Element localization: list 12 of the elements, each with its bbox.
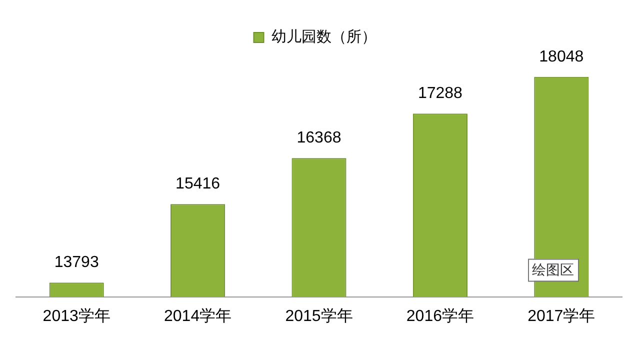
data-label: 13793 (54, 254, 99, 272)
data-label: 18048 (539, 48, 584, 66)
data-label: 17288 (418, 85, 463, 102)
x-tick-label: 2015学年 (285, 306, 353, 325)
data-label: 15416 (176, 176, 220, 193)
annotation: 绘图区 (532, 262, 574, 278)
x-tick-label: 2016学年 (406, 306, 474, 325)
x-tick-label: 2017学年 (528, 306, 596, 325)
data-label: 16368 (296, 130, 342, 147)
legend-label: 幼儿园数（所） (271, 28, 376, 46)
x-tick-label: 2013学年 (42, 306, 110, 325)
x-tick-label: 2014学年 (164, 306, 232, 325)
